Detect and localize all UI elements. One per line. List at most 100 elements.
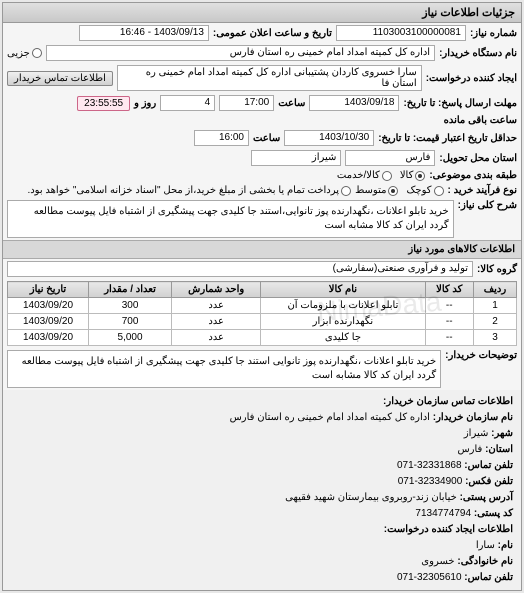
- table-cell: تابلو اعلانات با ملزومات آن: [261, 298, 425, 314]
- radio-icon: [434, 186, 444, 196]
- main-panel: جزئیات اطلاعات نیاز شماره نیاز: 11030031…: [2, 2, 522, 591]
- validity-label: حداقل تاریخ اعتبار قیمت: تا تاریخ:: [378, 133, 517, 144]
- package-label: طبقه بندی موضوعی:: [429, 170, 517, 181]
- need-number-label: شماره نیاز:: [470, 28, 517, 39]
- province-val: فارس: [457, 444, 482, 455]
- province-label: استان:: [485, 444, 513, 455]
- response-time-field: 17:00: [219, 95, 274, 111]
- table-cell: 2: [473, 314, 516, 330]
- radio-small[interactable]: کوچک: [406, 185, 443, 196]
- quote-type-label: نوع فرآیند خرید :: [448, 185, 517, 196]
- goods-group-label: گروه کالا:: [477, 264, 517, 275]
- table-cell: 1403/09/20: [8, 298, 89, 314]
- delivery-place-label: استان محل تحویل:: [439, 153, 517, 164]
- row-response-deadline: مهلت ارسال پاسخ: تا تاریخ: 1403/09/18 سا…: [3, 93, 521, 128]
- main-desc-label: شرح کلی نیاز:: [458, 200, 517, 211]
- days-label: روز و: [134, 98, 156, 109]
- row-goods-group: گروه کالا: تولید و فرآوری صنعتی(سفارشی): [3, 259, 521, 279]
- table-row: 3--جا کلیدیعدد5,0001403/09/20: [8, 330, 517, 346]
- requester-label: ایجاد کننده درخواست:: [426, 73, 517, 84]
- main-desc-box: خرید تابلو اعلانات ،نگهدارنده پوز تانوای…: [7, 200, 454, 238]
- table-cell: عدد: [172, 330, 261, 346]
- table-cell: 300: [88, 298, 171, 314]
- radio-goods[interactable]: کالا: [400, 170, 426, 181]
- th-code: کد کالا: [425, 282, 473, 298]
- radio-icon: [415, 171, 425, 181]
- package-radios: کالا کالا/خدمت: [337, 170, 425, 181]
- table-cell: --: [425, 330, 473, 346]
- postal-label: کد پستی:: [474, 508, 513, 519]
- radio-icon: [388, 186, 398, 196]
- table-cell: 3: [473, 330, 516, 346]
- table-cell: --: [425, 314, 473, 330]
- creator-phone-val: 32305610-071: [397, 572, 462, 583]
- phone-label: تلفن تماس:: [464, 460, 513, 471]
- th-date: تاریخ نیاز: [8, 282, 89, 298]
- partial-label: جزیی: [7, 48, 30, 59]
- table-cell: عدد: [172, 298, 261, 314]
- buyer-contact-button[interactable]: اطلاعات تماس خریدار: [7, 71, 113, 86]
- response-date-field: 1403/09/18: [309, 95, 399, 111]
- city-val: شیراز: [464, 428, 489, 439]
- radio-medium[interactable]: متوسط: [355, 185, 398, 196]
- requester-field: سارا خسروی کاردان پشتیبانی اداره کل کمیت…: [117, 65, 422, 91]
- province-field: فارس: [345, 150, 435, 166]
- time-label-2: ساعت: [253, 133, 280, 144]
- buyer-notes-box: خرید تابلو اعلانات ،نگهدارنده پوز تانوای…: [7, 350, 441, 388]
- remaining-label: ساعت باقی مانده: [444, 115, 517, 126]
- contact-org-title: اطلاعات تماس سازمان خریدار:: [383, 396, 513, 407]
- fax-val: 32334900-071: [398, 476, 463, 487]
- contact-org-section: اطلاعات تماس سازمان خریدار: نام سازمان خ…: [3, 390, 521, 590]
- radio-credit-label: کالا/خدمت: [337, 170, 380, 181]
- goods-section-header: اطلاعات کالاهای مورد نیاز: [3, 240, 521, 259]
- city-field: شیراز: [251, 150, 341, 166]
- row-validity: حداقل تاریخ اعتبار قیمت: تا تاریخ: 1403/…: [3, 128, 521, 148]
- row-main-desc: شرح کلی نیاز: خرید تابلو اعلانات ،نگهدار…: [3, 198, 521, 240]
- table-cell: 1403/09/20: [8, 330, 89, 346]
- address-label: آدرس پستی:: [460, 492, 513, 503]
- table-cell: عدد: [172, 314, 261, 330]
- table-wrapper: NimaData ردیف کد کالا نام کالا واحد شمار…: [3, 281, 521, 346]
- org-name-label: نام سازمان خریدار:: [433, 412, 513, 423]
- payment-note: پرداخت تمام یا بخشی از مبلغ خرید،از محل …: [27, 185, 339, 196]
- goods-group-field: تولید و فرآوری صنعتی(سفارشی): [7, 261, 473, 277]
- fax-label: تلفن فکس:: [465, 476, 513, 487]
- radio-small-label: کوچک: [406, 185, 431, 196]
- row-requester: ایجاد کننده درخواست: سارا خسروی کاردان پ…: [3, 63, 521, 93]
- table-cell: نگهدارنده ابزار: [261, 314, 425, 330]
- check-icon: [341, 186, 351, 196]
- radio-goods-label: کالا: [400, 170, 414, 181]
- table-cell: جا کلیدی: [261, 330, 425, 346]
- row-package: طبقه بندی موضوعی: کالا کالا/خدمت: [3, 168, 521, 183]
- creator-title: اطلاعات ایجاد کننده درخواست:: [384, 524, 513, 535]
- table-cell: 1: [473, 298, 516, 314]
- row-buyer: نام دستگاه خریدار: اداره کل کمیته امداد …: [3, 43, 521, 63]
- table-row: 2--نگهدارنده ابزارعدد7001403/09/20: [8, 314, 517, 330]
- need-number-field: 1103003100000081: [336, 25, 466, 41]
- buyer-label: نام دستگاه خریدار:: [439, 48, 517, 59]
- buyer-field: اداره کل کمیته امداد امام خمینی ره استان…: [46, 45, 435, 61]
- address-val: خیابان زند-روبروی بیمارستان شهید فقیهی: [285, 492, 457, 503]
- table-cell: --: [425, 298, 473, 314]
- fname-val: سارا: [476, 540, 495, 551]
- th-unit: واحد شمارش: [172, 282, 261, 298]
- radio-medium-label: متوسط: [355, 185, 386, 196]
- org-name: اداره کل کمیته امداد امام خمینی ره استان…: [230, 412, 430, 423]
- table-cell: 1403/09/20: [8, 314, 89, 330]
- validity-time-field: 16:00: [194, 130, 249, 146]
- row-delivery: استان محل تحویل: فارس شیراز: [3, 148, 521, 168]
- payment-note-check: پرداخت تمام یا بخشی از مبلغ خرید،از محل …: [27, 185, 351, 196]
- creator-phone-label: تلفن تماس:: [464, 572, 513, 583]
- table-cell: 5,000: [88, 330, 171, 346]
- public-date-label: تاریخ و ساعت اعلان عمومی:: [213, 28, 332, 39]
- table-row: 1--تابلو اعلانات با ملزومات آنعدد3001403…: [8, 298, 517, 314]
- phone-val: 32331868-071: [397, 460, 462, 471]
- radio-icon: [382, 171, 392, 181]
- th-name: نام کالا: [261, 282, 425, 298]
- radio-credit[interactable]: کالا/خدمت: [337, 170, 392, 181]
- goods-table: ردیف کد کالا نام کالا واحد شمارش تعداد /…: [7, 281, 517, 346]
- remaining-time: 23:55:55: [77, 96, 130, 111]
- lname-val: خسروی: [421, 556, 454, 567]
- days-field: 4: [160, 95, 215, 111]
- row-need-number: شماره نیاز: 1103003100000081 تاریخ و ساع…: [3, 23, 521, 43]
